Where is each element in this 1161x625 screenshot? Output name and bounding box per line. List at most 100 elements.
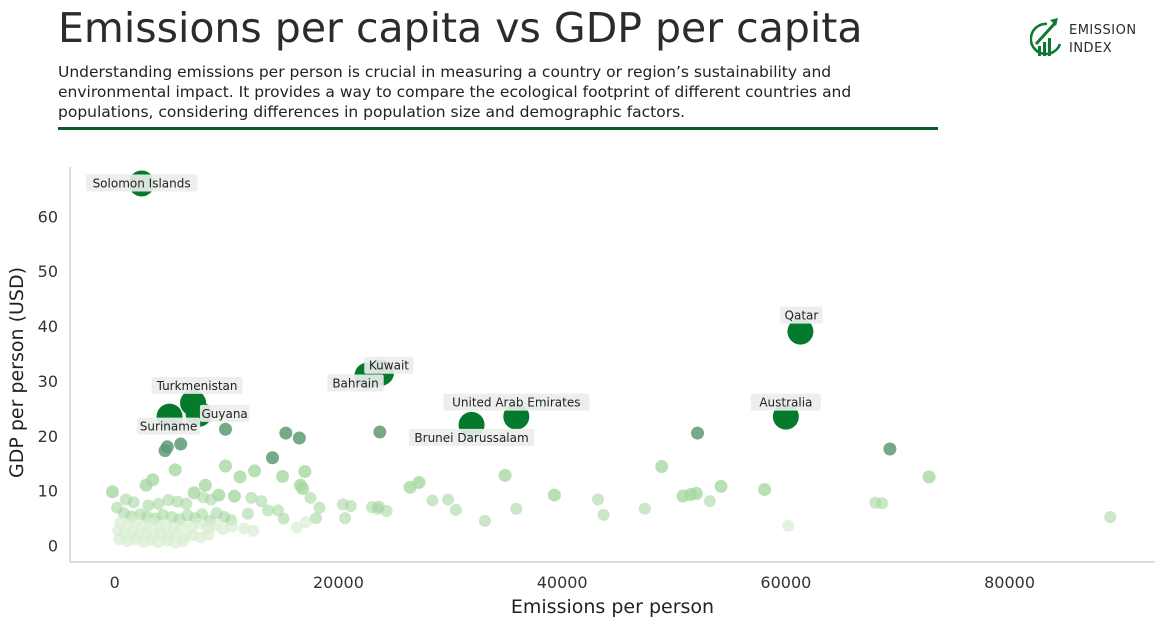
scatter-point bbox=[344, 500, 357, 513]
scatter-point bbox=[265, 451, 279, 465]
annotation-background bbox=[364, 356, 414, 374]
scatter-point bbox=[142, 499, 155, 512]
logo-line-1: EMISSION bbox=[1069, 23, 1137, 38]
y-tick-label: 60 bbox=[38, 207, 58, 226]
scatter-point bbox=[591, 493, 604, 506]
scatter-point bbox=[310, 512, 323, 525]
scatter-point bbox=[218, 422, 232, 436]
annotation-background bbox=[327, 374, 384, 392]
scatter-point bbox=[304, 491, 317, 504]
scatter-point bbox=[426, 494, 439, 507]
scatter-point bbox=[313, 501, 326, 514]
x-axis-label: Emissions per person bbox=[511, 596, 714, 618]
point-annotation-label: Solomon Islands bbox=[93, 176, 191, 190]
emission-index-logo: EMISSION INDEX bbox=[1030, 14, 1158, 64]
scatter-point bbox=[876, 497, 889, 510]
x-tick-label: 40000 bbox=[537, 573, 588, 592]
scatter-point bbox=[247, 524, 260, 537]
scatter-point bbox=[478, 514, 491, 527]
logo-line-2: INDEX bbox=[1069, 41, 1113, 56]
point-annotation-label: Suriname bbox=[140, 420, 198, 434]
scatter-point bbox=[922, 470, 936, 484]
scatter-point bbox=[655, 460, 669, 474]
x-tick-label: 20000 bbox=[313, 573, 364, 592]
scatter-point bbox=[227, 489, 241, 503]
point-annotation-label: Qatar bbox=[785, 309, 819, 323]
scatter-point bbox=[689, 486, 703, 500]
scatter-point bbox=[758, 483, 772, 497]
x-tick-label: 0 bbox=[110, 573, 120, 592]
page-title: Emissions per capita vs GDP per capita bbox=[58, 4, 863, 52]
y-tick-label: 50 bbox=[38, 262, 58, 281]
scatter-point bbox=[676, 489, 690, 503]
scatter-point bbox=[339, 512, 352, 525]
scatter-point bbox=[139, 478, 153, 492]
scatter-point bbox=[498, 468, 512, 482]
scatter-chart: 0 20000 40000 60000 80000 0 10 20 30 40 50 60 Emissi… bbox=[6, 167, 1155, 618]
scatter-point bbox=[403, 480, 417, 494]
point-annotation-label: Brunei Darussalam bbox=[414, 431, 528, 445]
scatter-point bbox=[638, 502, 651, 515]
scatter-points bbox=[106, 422, 1117, 549]
scatter-point bbox=[255, 495, 268, 508]
y-tick-label: 10 bbox=[38, 482, 58, 501]
annotation-background bbox=[443, 393, 590, 411]
scatter-point bbox=[245, 491, 258, 504]
scatter-point bbox=[152, 536, 165, 549]
scatter-point bbox=[174, 437, 188, 451]
point-annotation-label: United Arab Emirates bbox=[452, 396, 580, 410]
scatter-point bbox=[276, 469, 290, 483]
scatter-point bbox=[180, 497, 193, 510]
scatter-point bbox=[691, 426, 705, 440]
scatter-point bbox=[127, 496, 140, 509]
scatter-point bbox=[212, 488, 226, 502]
scatter-point bbox=[373, 425, 387, 439]
scatter-point bbox=[160, 440, 174, 454]
y-tick-label: 40 bbox=[38, 317, 58, 336]
scatter-point bbox=[218, 459, 232, 473]
scatter-point bbox=[547, 488, 561, 502]
chart-axes: 0 20000 40000 60000 80000 0 10 20 30 40 50 60 Emissi… bbox=[6, 167, 1155, 618]
annotation-background bbox=[151, 376, 243, 394]
scatter-point bbox=[261, 504, 274, 517]
scatter-point bbox=[277, 512, 290, 525]
scatter-point bbox=[300, 515, 313, 528]
point-annotation-label: Australia bbox=[759, 396, 812, 410]
scatter-point bbox=[442, 493, 455, 506]
annotation-background bbox=[85, 174, 198, 192]
annotation-background bbox=[750, 393, 821, 411]
scatter-point bbox=[152, 497, 165, 510]
x-tick-label: 80000 bbox=[984, 573, 1035, 592]
point-annotations: Solomon Islands Qatar Kuwait Bahrain Turkmen… bbox=[85, 174, 823, 446]
scatter-point bbox=[128, 533, 141, 546]
scatter-point bbox=[291, 521, 304, 534]
scatter-point bbox=[449, 503, 462, 516]
scatter-point bbox=[296, 481, 310, 495]
annotation-background bbox=[136, 417, 201, 435]
x-tick-label: 60000 bbox=[760, 573, 811, 592]
scatter-point bbox=[233, 470, 247, 484]
growth-chart-icon bbox=[1030, 18, 1062, 56]
highlighted-point bbox=[787, 318, 814, 345]
point-annotation-label: Turkmenistan bbox=[156, 379, 238, 393]
y-tick-label: 20 bbox=[38, 427, 58, 446]
scatter-point bbox=[202, 528, 215, 541]
scatter-point bbox=[176, 535, 189, 548]
scatter-point bbox=[372, 500, 385, 513]
scatter-point bbox=[171, 495, 184, 508]
page-subtitle: Understanding emissions per person is cr… bbox=[58, 63, 852, 121]
scatter-point bbox=[292, 431, 306, 445]
scatter-point bbox=[106, 485, 120, 499]
point-annotation-label: Kuwait bbox=[369, 359, 409, 373]
scatter-point bbox=[156, 508, 169, 521]
annotation-background bbox=[408, 428, 535, 446]
scatter-point bbox=[883, 442, 897, 456]
y-tick-label: 30 bbox=[38, 372, 58, 391]
annotation-background bbox=[780, 306, 823, 324]
scatter-point bbox=[198, 478, 212, 492]
scatter-point bbox=[597, 508, 610, 521]
scatter-point bbox=[714, 479, 728, 493]
scatter-point bbox=[162, 494, 175, 507]
point-annotation-label: Bahrain bbox=[332, 376, 378, 390]
scatter-point bbox=[195, 508, 208, 521]
